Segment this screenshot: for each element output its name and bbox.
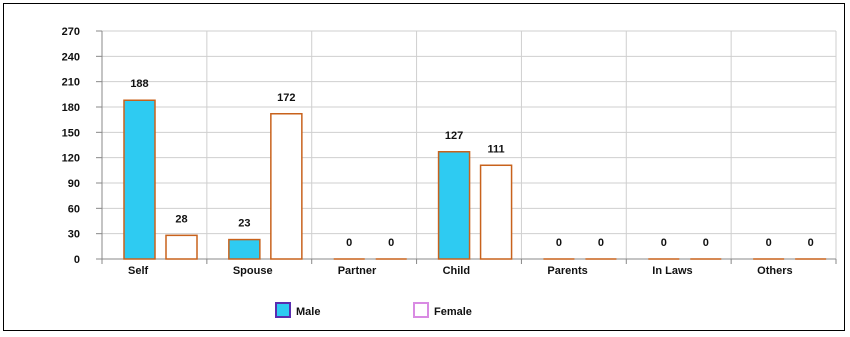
data-label: 172	[277, 92, 295, 104]
x-category-label: Parents	[547, 265, 587, 277]
data-label: 0	[661, 237, 667, 249]
x-category-label: Others	[757, 265, 792, 277]
bar-female	[479, 164, 513, 260]
bar-female	[165, 234, 198, 260]
bar-male	[437, 151, 471, 260]
x-category-label: Spouse	[233, 265, 273, 277]
data-label: 188	[130, 78, 148, 90]
y-tick-label: 60	[68, 203, 80, 215]
data-label: 28	[175, 213, 187, 225]
x-category-label: Partner	[338, 265, 377, 277]
y-tick-label: 210	[62, 77, 80, 89]
legend-swatch-female	[413, 302, 429, 318]
data-label: 0	[556, 237, 562, 249]
legend-label-male: Male	[296, 306, 320, 318]
bar-male	[228, 238, 261, 260]
y-tick-label: 30	[68, 229, 80, 241]
data-labels: 188 23 0 127 0 0 0 28 172 0 111 0 0 0	[130, 78, 813, 249]
bar-female	[270, 113, 303, 260]
x-category-label: Child	[443, 265, 471, 277]
data-label: 127	[445, 130, 463, 142]
chart-frame: 0 30 60 90 120 150 180 210 240 270 Self Spouse Part…	[3, 3, 845, 331]
x-category-label: Self	[128, 265, 149, 277]
y-tick-label: 270	[62, 26, 80, 38]
bars	[123, 99, 827, 260]
legend: Male Female	[275, 302, 472, 318]
x-axis: Self Spouse Partner Child Parents In Laws Othe…	[101, 258, 837, 277]
y-tick-label: 90	[68, 178, 80, 190]
data-label: 0	[388, 237, 394, 249]
data-label: 0	[346, 237, 352, 249]
data-label: 0	[598, 237, 604, 249]
data-label: 0	[703, 237, 709, 249]
y-axis: 0 30 60 90 120 150 180 210 240 270	[62, 26, 103, 266]
bar-chart: 0 30 60 90 120 150 180 210 240 270 Self Spouse Part…	[62, 26, 837, 318]
legend-swatch-male	[275, 302, 291, 318]
bar-male	[123, 99, 156, 260]
data-label: 111	[488, 143, 505, 155]
x-category-label: In Laws	[652, 265, 692, 277]
y-tick-label: 180	[62, 102, 80, 114]
data-label: 0	[766, 237, 772, 249]
y-tick-label: 150	[62, 127, 80, 139]
data-label: 23	[238, 218, 250, 230]
legend-label-female: Female	[434, 306, 472, 318]
y-tick-label: 0	[74, 254, 80, 266]
y-tick-label: 120	[62, 153, 80, 165]
data-label: 0	[808, 237, 814, 249]
y-tick-label: 240	[62, 51, 80, 63]
